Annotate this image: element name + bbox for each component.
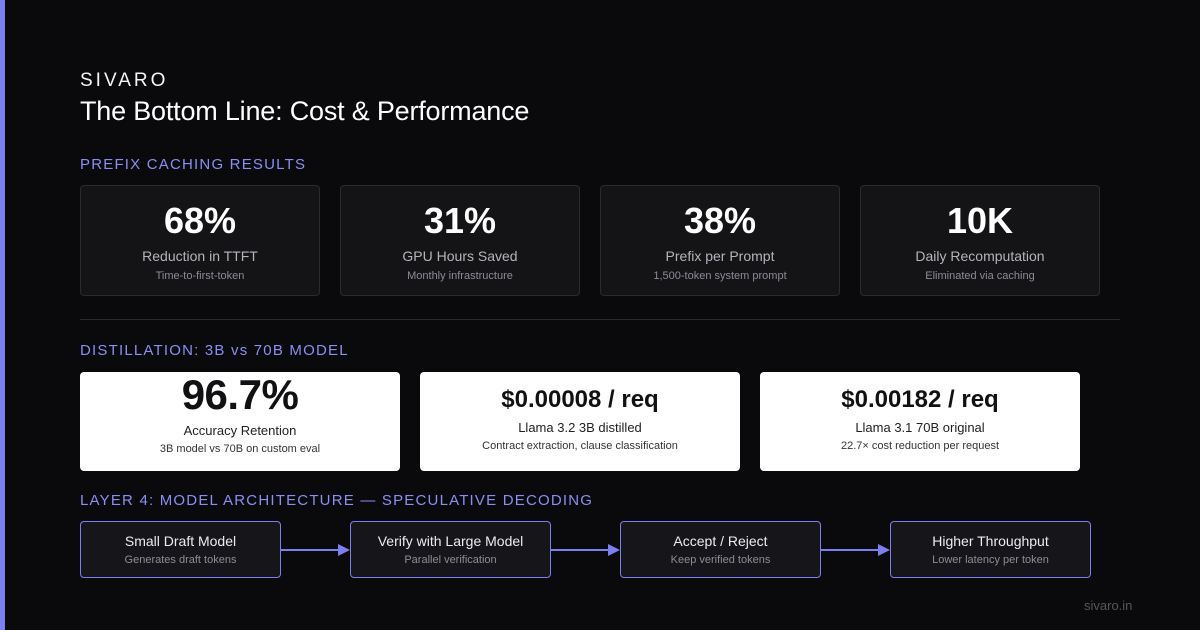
distillation-cards: 96.7% Accuracy Retention 3B model vs 70B… — [80, 372, 1080, 471]
flow-step-throughput: Higher Throughput Lower latency per toke… — [890, 521, 1091, 578]
flow-step-sub: Parallel verification — [404, 554, 497, 566]
page-title: The Bottom Line: Cost & Performance — [80, 96, 530, 126]
flow-step-title: Higher Throughput — [932, 533, 1049, 549]
stat-card-prefix: 38% Prefix per Prompt 1,500-token system… — [600, 185, 840, 296]
stat-value: 68% — [163, 200, 237, 241]
flow-step-title: Verify with Large Model — [377, 533, 524, 549]
flow-step-verify: Verify with Large Model Parallel verific… — [350, 521, 551, 578]
section-divider — [80, 319, 1120, 320]
stat-sub: Monthly infrastructure — [407, 270, 513, 282]
stat-label: Reduction in TTFT — [142, 248, 258, 264]
distill-label: Llama 3.2 3B distilled — [518, 420, 642, 435]
stat-card-recomputation: 10K Daily Recomputation Eliminated via c… — [860, 185, 1100, 296]
prefix-caching-label: PREFIX CACHING RESULTS — [80, 156, 307, 173]
distill-card-3b-cost: $0.00008 / req Llama 3.2 3B distilled Co… — [420, 372, 740, 471]
distill-value: 96.7% — [181, 371, 299, 418]
speculative-decoding-label: LAYER 4: MODEL ARCHITECTURE — SPECULATIV… — [80, 492, 594, 509]
distill-value: $0.00008 / req — [501, 386, 659, 413]
flow-step-draft-model: Small Draft Model Generates draft tokens — [80, 521, 281, 578]
stat-value: 31% — [423, 200, 497, 241]
stat-label: Daily Recomputation — [915, 248, 1045, 264]
distill-value: $0.00182 / req — [841, 386, 999, 413]
stat-value: 10K — [946, 200, 1014, 241]
stat-sub: Eliminated via caching — [925, 270, 1035, 282]
stat-card-ttft: 68% Reduction in TTFT Time-to-first-toke… — [80, 185, 320, 296]
distill-sub: 22.7× cost reduction per request — [840, 440, 1000, 452]
arrow-right-icon — [821, 544, 890, 556]
distill-card-70b-cost: $0.00182 / req Llama 3.1 70B original 22… — [760, 372, 1080, 471]
arrow-right-icon — [281, 544, 350, 556]
flow-step-title: Small Draft Model — [124, 533, 237, 549]
stat-card-gpu-hours: 31% GPU Hours Saved Monthly infrastructu… — [340, 185, 580, 296]
flow-step-title: Accept / Reject — [673, 533, 768, 549]
brand-name: SIVARO — [80, 70, 169, 91]
distill-sub: Contract extraction, clause classificati… — [482, 440, 678, 452]
stat-sub: Time-to-first-token — [155, 270, 245, 282]
accent-bar — [0, 0, 5, 630]
flow-step-accept-reject: Accept / Reject Keep verified tokens — [620, 521, 821, 578]
stat-value: 38% — [683, 200, 757, 241]
speculative-decoding-flow: Small Draft Model Generates draft tokens… — [80, 521, 1101, 578]
distill-sub: 3B model vs 70B on custom eval — [159, 443, 321, 455]
distill-label: Accuracy Retention — [183, 423, 297, 438]
flow-step-sub: Generates draft tokens — [124, 554, 237, 566]
footer-url: sivaro.in — [1084, 598, 1133, 613]
prefix-caching-stats: 68% Reduction in TTFT Time-to-first-toke… — [80, 185, 1100, 296]
stat-sub: 1,500-token system prompt — [653, 270, 787, 282]
stat-label: GPU Hours Saved — [402, 248, 518, 264]
distill-label: Llama 3.1 70B original — [855, 420, 985, 435]
distillation-label: DISTILLATION: 3B vs 70B MODEL — [80, 342, 349, 359]
arrow-right-icon — [551, 544, 620, 556]
distill-card-accuracy: 96.7% Accuracy Retention 3B model vs 70B… — [80, 372, 400, 471]
stat-label: Prefix per Prompt — [665, 248, 775, 264]
flow-step-sub: Lower latency per token — [932, 554, 1049, 566]
flow-step-sub: Keep verified tokens — [670, 554, 771, 566]
